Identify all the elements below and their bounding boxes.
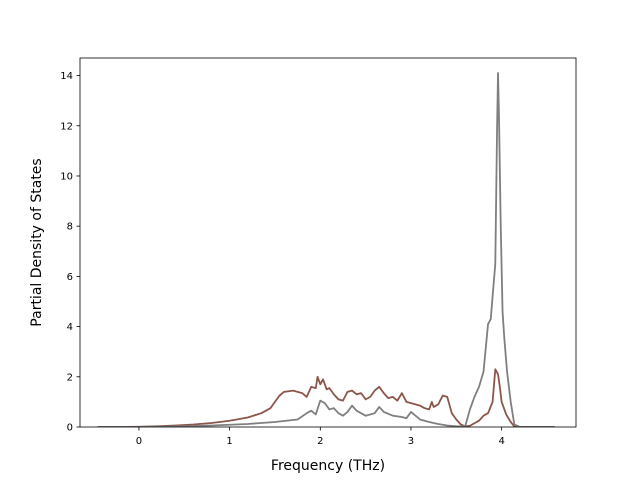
- y-tick-label: 6: [67, 272, 73, 283]
- y-tick-label: 10: [60, 171, 73, 182]
- axes-frame: [79, 57, 577, 428]
- x-tick-label: 3: [408, 436, 414, 447]
- x-tick-label: 1: [226, 436, 232, 447]
- x-axis-label: Frequency (THz): [271, 458, 385, 474]
- y-tick-label: 8: [67, 222, 73, 233]
- x-tick-label: 0: [136, 436, 142, 447]
- y-tick-label: 14: [60, 71, 73, 82]
- y-axis-label: Partial Density of States: [29, 158, 45, 326]
- plot-area: [97, 72, 556, 427]
- y-tick-label: 0: [67, 423, 73, 434]
- x-tick-label: 2: [317, 436, 323, 447]
- y-tick-label: 12: [60, 121, 73, 132]
- y-tick-label: 4: [67, 322, 73, 333]
- series-line-1: [97, 368, 556, 427]
- y-tick-label: 2: [67, 372, 73, 383]
- x-tick-label: 4: [498, 436, 504, 447]
- series-line-2: [97, 72, 556, 427]
